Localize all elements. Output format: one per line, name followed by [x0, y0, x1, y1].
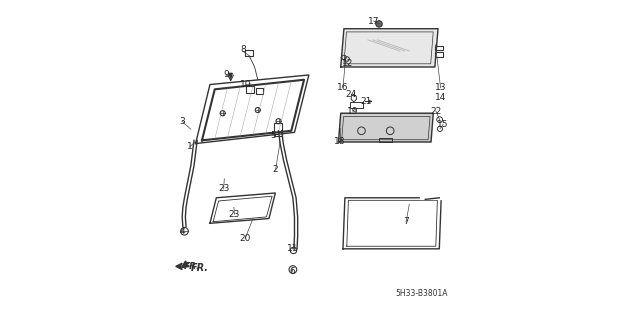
Text: 20: 20 — [239, 234, 251, 243]
Text: 13: 13 — [435, 83, 446, 92]
Text: 24: 24 — [346, 90, 357, 99]
Text: 18: 18 — [334, 137, 346, 146]
Bar — [274, 123, 282, 136]
Text: 23: 23 — [218, 184, 229, 193]
Text: FR.: FR. — [184, 262, 200, 271]
Bar — [435, 52, 444, 57]
Text: 2: 2 — [273, 165, 278, 174]
Text: 4: 4 — [179, 227, 185, 236]
Text: 8: 8 — [240, 45, 246, 54]
Bar — [245, 50, 253, 56]
Text: 12: 12 — [342, 59, 354, 68]
Text: 6: 6 — [289, 267, 295, 276]
Bar — [379, 138, 392, 142]
Text: 23: 23 — [229, 210, 240, 219]
Bar — [350, 102, 363, 108]
Polygon shape — [339, 113, 433, 142]
Text: 7: 7 — [403, 217, 409, 226]
Polygon shape — [229, 73, 232, 78]
Bar — [246, 86, 253, 93]
Text: 19: 19 — [347, 107, 358, 115]
Bar — [255, 88, 263, 94]
Text: 5: 5 — [270, 131, 276, 140]
Text: 1: 1 — [187, 142, 193, 151]
Text: 11: 11 — [287, 244, 298, 253]
Text: 21: 21 — [360, 97, 371, 106]
Text: 22: 22 — [430, 107, 442, 115]
Text: 5H33-B3801A: 5H33-B3801A — [396, 289, 449, 298]
Text: 16: 16 — [337, 83, 349, 92]
Text: 14: 14 — [435, 93, 446, 102]
Polygon shape — [340, 29, 438, 67]
Polygon shape — [176, 263, 182, 270]
Circle shape — [376, 21, 382, 27]
Text: 9: 9 — [223, 70, 228, 79]
Text: 3: 3 — [179, 117, 185, 126]
Text: FR.: FR. — [191, 263, 209, 273]
Bar — [435, 46, 444, 50]
Text: 15: 15 — [437, 120, 449, 129]
Text: 17: 17 — [368, 17, 380, 26]
Text: 10: 10 — [240, 80, 252, 89]
